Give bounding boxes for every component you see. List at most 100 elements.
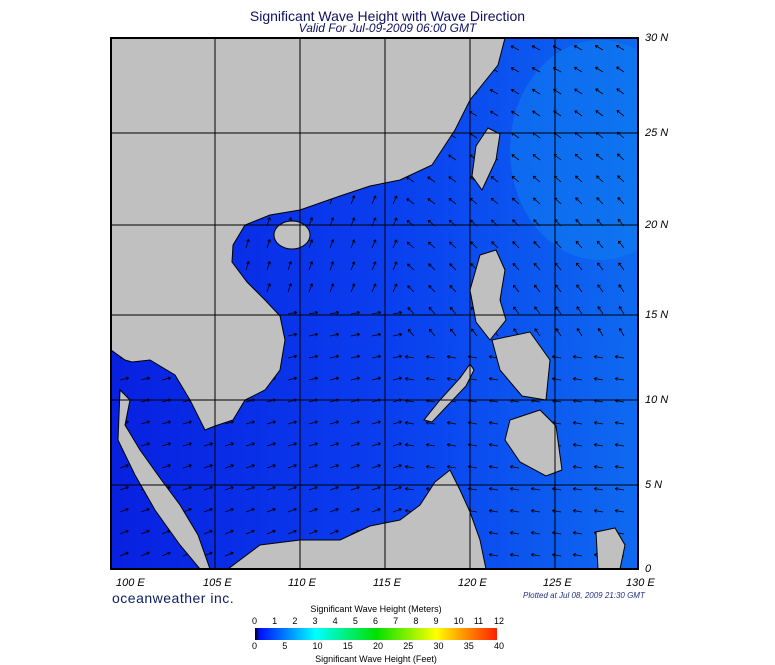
- wave-direction-arrow: [266, 420, 276, 425]
- wave-direction-arrow: [140, 529, 150, 535]
- wave-direction-arrow: [593, 442, 604, 447]
- wave-direction-arrow: [371, 239, 377, 249]
- wave-direction-arrow: [308, 507, 318, 513]
- wave-direction-arrow: [329, 442, 339, 447]
- wave-direction-arrow: [329, 420, 339, 425]
- wave-direction-arrow: [572, 354, 583, 359]
- wave-direction-arrow: [308, 261, 314, 271]
- wave-direction-arrow: [245, 442, 255, 447]
- wave-direction-arrow: [427, 176, 436, 183]
- wave-direction-arrow: [617, 175, 625, 183]
- wave-direction-arrow: [595, 88, 604, 95]
- legend-meters-tick: 5: [352, 616, 358, 626]
- wave-direction-arrow: [489, 110, 499, 117]
- wave-direction-arrow: [392, 195, 398, 205]
- wave-direction-arrow: [597, 306, 604, 315]
- wave-direction-arrow: [512, 262, 520, 271]
- wave-direction-arrow: [572, 376, 583, 381]
- wave-direction-arrow: [266, 507, 276, 513]
- wave-direction-arrow: [371, 332, 382, 337]
- ocean-light-patch: [510, 40, 638, 260]
- wave-direction-arrow: [489, 89, 499, 95]
- wave-direction-arrow: [488, 442, 499, 447]
- wave-direction-arrow: [245, 261, 250, 271]
- wave-direction-arrow: [551, 530, 562, 535]
- wave-direction-arrow: [287, 464, 297, 469]
- wave-direction-arrow: [161, 420, 171, 425]
- wave-direction-arrow: [449, 328, 457, 337]
- wave-direction-arrow: [593, 420, 604, 425]
- wave-direction-arrow: [329, 283, 335, 293]
- wave-direction-arrow: [287, 283, 292, 293]
- wave-direction-arrow: [449, 306, 457, 315]
- wave-direction-arrow: [350, 195, 356, 205]
- latitude-label: 30 N: [645, 32, 669, 44]
- wave-direction-arrow: [448, 241, 457, 249]
- land-hainan: [273, 220, 311, 250]
- legend-feet-title: Significant Wave Height (Feet): [315, 654, 437, 664]
- wave-direction-arrow: [287, 442, 297, 447]
- wave-direction-arrow: [575, 240, 583, 249]
- wave-direction-arrow: [406, 241, 415, 249]
- wave-direction-arrow: [140, 420, 150, 425]
- wave-direction-arrow: [574, 175, 583, 183]
- wave-direction-arrow: [371, 464, 381, 469]
- legend-meters-tick: 7: [393, 616, 399, 626]
- wave-direction-arrow: [614, 354, 625, 359]
- wave-direction-arrow: [593, 354, 604, 359]
- wave-direction-arrow: [407, 285, 415, 293]
- graticule: [111, 38, 638, 569]
- wave-direction-arrow: [371, 420, 381, 425]
- latitude-label: 20 N: [645, 219, 669, 231]
- wave-direction-arrow: [449, 263, 457, 271]
- wave-direction-arrow: [308, 310, 319, 315]
- wave-direction-arrow: [182, 486, 192, 491]
- wave-direction-arrow: [616, 88, 625, 95]
- wave-direction-arrow: [576, 284, 583, 293]
- wave-direction-arrow: [488, 486, 499, 491]
- wave-direction-arrow: [329, 376, 340, 381]
- legend-feet-tick: 0: [252, 641, 258, 651]
- wave-direction-arrow: [617, 197, 625, 205]
- wave-direction-arrow: [448, 154, 457, 161]
- legend-meters-title: Significant Wave Height (Meters): [310, 604, 442, 614]
- legend-meters-tick: 12: [494, 616, 505, 626]
- wave-direction-arrow: [533, 284, 541, 293]
- longitude-label: 105 E: [203, 577, 232, 589]
- wave-direction-arrow: [533, 262, 541, 271]
- wave-direction-arrow: [203, 486, 213, 491]
- legend-feet-tick: 5: [282, 641, 288, 651]
- wave-direction-arrow: [119, 376, 130, 381]
- wave-direction-arrow: [551, 508, 562, 513]
- wave-direction-arrow: [532, 110, 541, 117]
- wave-direction-arrow: [371, 283, 377, 293]
- wave-direction-arrow: [615, 44, 625, 51]
- land-asia-mainland: [111, 38, 506, 431]
- wave-direction-arrow: [446, 442, 457, 447]
- wave-direction-arrow: [404, 442, 415, 447]
- wave-direction-arrow: [392, 332, 403, 337]
- legend-meters-tick: 9: [433, 616, 439, 626]
- wave-direction-arrow: [182, 442, 192, 447]
- wave-direction-arrow: [511, 110, 520, 117]
- wave-direction-arrow: [509, 508, 520, 513]
- wave-direction-arrow: [350, 464, 360, 469]
- wave-direction-arrow: [534, 306, 541, 315]
- wave-direction-arrow: [614, 508, 625, 513]
- wave-direction-arrow: [616, 66, 625, 73]
- wave-direction-arrow: [392, 354, 403, 359]
- wave-direction-arrow: [308, 420, 318, 425]
- wave-direction-arrow: [575, 262, 583, 271]
- wave-direction-arrow: [595, 110, 604, 117]
- wave-direction-arrow: [551, 552, 562, 557]
- legend-meters-tick: 1: [272, 616, 278, 626]
- wave-direction-arrow: [490, 176, 499, 183]
- wave-direction-arrow: [597, 284, 604, 293]
- wave-direction-arrow: [425, 354, 436, 359]
- wave-direction-arrow: [471, 328, 478, 337]
- wave-direction-arrow: [245, 420, 255, 425]
- wave-direction-arrow: [488, 508, 499, 513]
- wave-direction-arrow: [350, 283, 356, 293]
- wave-direction-arrow: [488, 420, 499, 425]
